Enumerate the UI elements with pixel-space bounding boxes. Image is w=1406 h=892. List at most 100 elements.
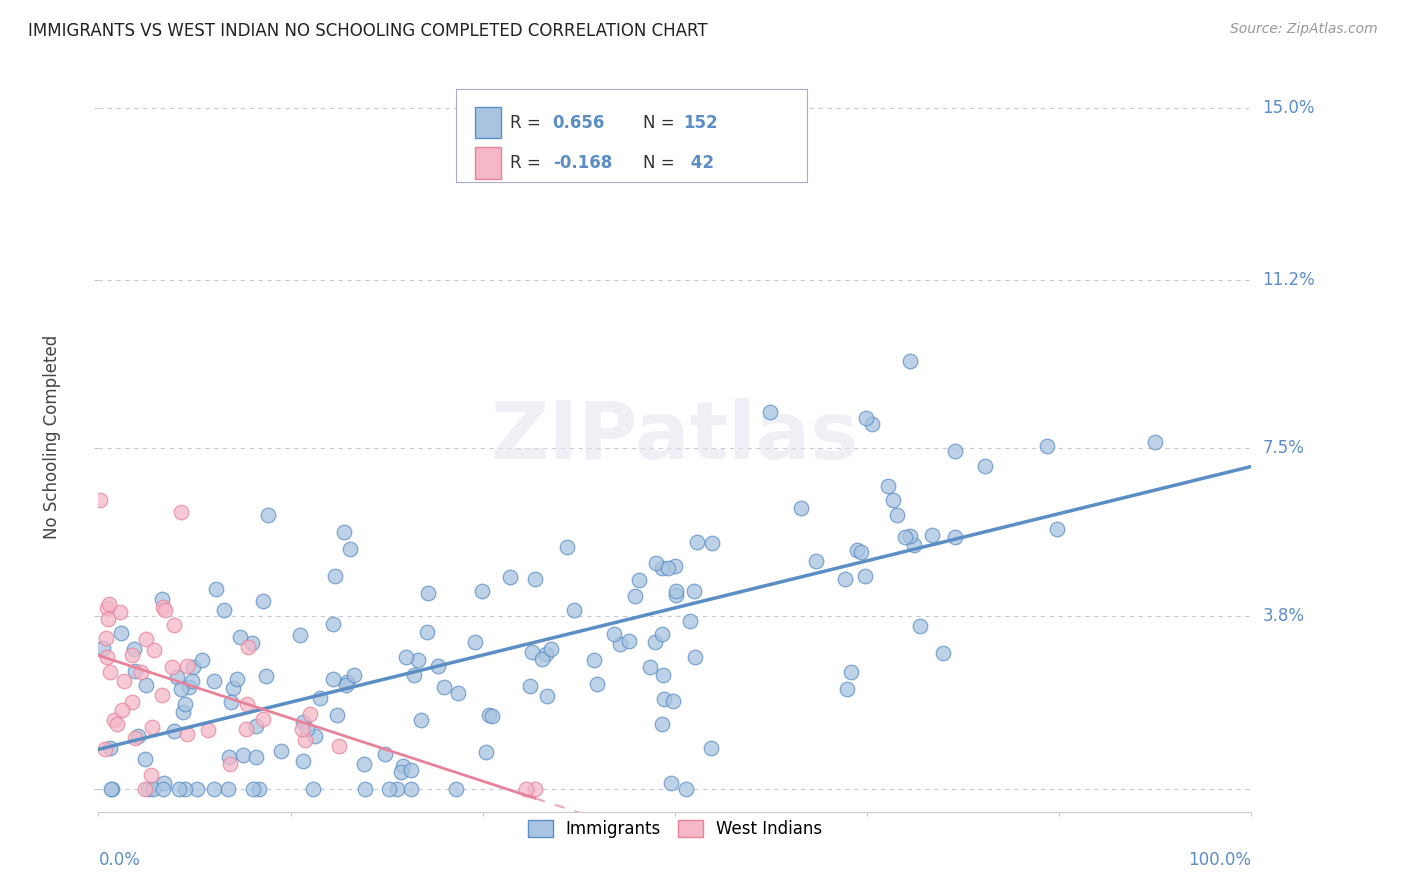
Point bbox=[96, 600, 118, 615]
Point bbox=[662, 693, 685, 707]
Point bbox=[218, 750, 240, 764]
Text: No Schooling Completed: No Schooling Completed bbox=[44, 335, 62, 539]
Text: 3.8%: 3.8% bbox=[1263, 607, 1305, 625]
Point bbox=[700, 535, 723, 549]
Point bbox=[845, 543, 868, 558]
Point bbox=[515, 782, 537, 797]
Point bbox=[270, 744, 292, 758]
Point bbox=[256, 508, 278, 523]
Point bbox=[943, 530, 966, 544]
Point bbox=[98, 741, 121, 756]
Legend: Immigrants, West Indians: Immigrants, West Indians bbox=[520, 814, 830, 845]
Point bbox=[623, 590, 645, 604]
Point bbox=[176, 659, 198, 673]
Text: 100.0%: 100.0% bbox=[1188, 851, 1251, 869]
Point bbox=[97, 597, 120, 611]
Text: 152: 152 bbox=[683, 113, 717, 131]
Point bbox=[943, 444, 966, 458]
Point bbox=[536, 689, 558, 703]
Point bbox=[166, 670, 188, 684]
Point bbox=[804, 554, 827, 568]
Point bbox=[174, 782, 197, 797]
Point bbox=[309, 690, 332, 705]
Point bbox=[335, 678, 357, 692]
Point bbox=[860, 417, 883, 431]
Point bbox=[212, 603, 235, 617]
Point bbox=[385, 782, 408, 797]
Point bbox=[664, 559, 686, 574]
Point bbox=[121, 695, 143, 709]
Point bbox=[609, 638, 631, 652]
Point bbox=[236, 640, 259, 654]
Point bbox=[298, 706, 321, 721]
Point bbox=[339, 541, 361, 556]
Point bbox=[232, 747, 254, 762]
Point bbox=[134, 782, 156, 797]
Point bbox=[217, 782, 239, 797]
Point bbox=[834, 572, 856, 586]
Text: -0.168: -0.168 bbox=[553, 154, 612, 172]
Point bbox=[186, 782, 208, 797]
Point bbox=[131, 665, 153, 679]
Point bbox=[139, 768, 162, 782]
Text: 42: 42 bbox=[685, 154, 714, 172]
Point bbox=[1036, 439, 1059, 453]
Point bbox=[700, 740, 723, 755]
Point bbox=[523, 572, 546, 586]
Point bbox=[520, 645, 543, 659]
Point bbox=[499, 570, 522, 584]
Point bbox=[197, 723, 219, 737]
Point bbox=[252, 712, 274, 726]
Point bbox=[586, 676, 609, 690]
Point bbox=[328, 739, 350, 753]
Point bbox=[235, 722, 257, 736]
Point bbox=[603, 627, 626, 641]
Point bbox=[1144, 434, 1167, 449]
Point bbox=[373, 747, 395, 762]
Point bbox=[160, 660, 183, 674]
Point bbox=[651, 626, 673, 640]
Point bbox=[294, 733, 316, 747]
Point bbox=[105, 717, 128, 731]
Point bbox=[150, 592, 173, 607]
Point bbox=[389, 764, 412, 779]
Point bbox=[638, 659, 661, 673]
Point bbox=[886, 508, 908, 522]
Point bbox=[406, 652, 429, 666]
Point bbox=[181, 660, 204, 674]
Point bbox=[651, 561, 673, 575]
Point bbox=[644, 635, 666, 649]
Point bbox=[108, 606, 131, 620]
Point bbox=[893, 530, 915, 544]
Point bbox=[336, 674, 359, 689]
Text: 7.5%: 7.5% bbox=[1263, 440, 1305, 458]
Text: N =: N = bbox=[643, 113, 679, 131]
Point bbox=[325, 708, 347, 723]
Point bbox=[534, 648, 557, 662]
Point bbox=[96, 650, 118, 665]
Text: 15.0%: 15.0% bbox=[1263, 99, 1315, 117]
Point bbox=[94, 742, 117, 756]
Point bbox=[790, 501, 813, 516]
Point bbox=[652, 692, 675, 706]
Point bbox=[540, 642, 562, 657]
Point bbox=[583, 653, 606, 667]
Point bbox=[404, 668, 426, 682]
Point bbox=[416, 585, 439, 599]
Point bbox=[665, 584, 688, 599]
Point bbox=[447, 686, 470, 700]
Point bbox=[686, 535, 709, 549]
Point bbox=[290, 628, 312, 642]
Point bbox=[433, 680, 456, 694]
Point bbox=[837, 682, 859, 697]
Point bbox=[91, 641, 114, 656]
Point bbox=[657, 560, 679, 574]
Point bbox=[759, 405, 782, 419]
Point bbox=[229, 630, 252, 644]
Point bbox=[218, 756, 240, 771]
Text: R =: R = bbox=[510, 154, 546, 172]
Point bbox=[252, 593, 274, 607]
Point bbox=[141, 720, 163, 734]
Point bbox=[464, 635, 486, 649]
Point bbox=[853, 569, 876, 583]
